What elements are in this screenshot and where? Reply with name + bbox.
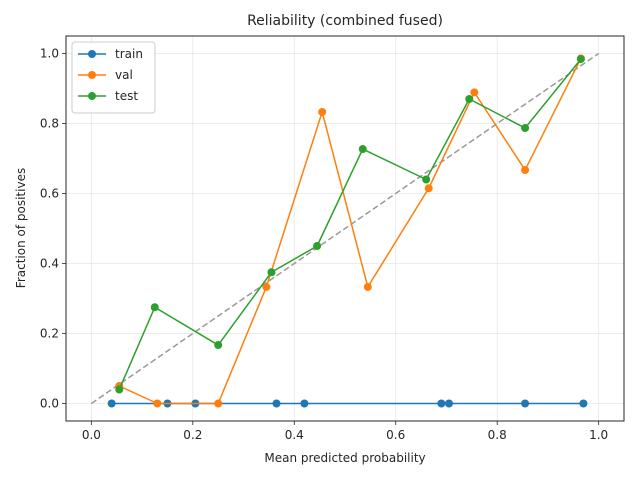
series-test-point-2 [214, 341, 223, 350]
reference-line [90, 52, 600, 405]
series-train-point-4 [300, 399, 309, 408]
series-val-point-1 [153, 399, 162, 408]
legend: train val test [71, 41, 156, 114]
series-val-line [118, 58, 582, 405]
legend-label-val: val [115, 68, 133, 82]
series-test-point-6 [422, 175, 431, 184]
series-val-point-4 [318, 107, 327, 116]
x-tick-label-0: 0.0 [82, 428, 101, 442]
series-train-point-5 [437, 399, 446, 408]
series-train-point-6 [444, 399, 453, 408]
ticks: 0.0 0.2 0.4 0.6 0.8 1.0 0.0 0.2 0.4 0.6 0.8 1.0 [40, 47, 608, 443]
x-axis-label: Mean predicted probability [264, 451, 425, 465]
series-val-point-8 [521, 166, 530, 175]
series-val-point-2 [214, 399, 223, 408]
series-test-point-8 [521, 124, 530, 133]
plot-frame [65, 35, 625, 422]
series-train-point-3 [272, 399, 281, 408]
series-train-point-0 [107, 399, 116, 408]
series-val [115, 54, 585, 408]
series-test-point-7 [465, 95, 474, 103]
series-test-point-3 [267, 268, 276, 277]
perfect-calibration-line [90, 52, 600, 405]
legend-marker-test [88, 92, 96, 100]
legend-marker-train [88, 50, 96, 58]
series-test-point-4 [313, 242, 322, 250]
series-test-point-0 [115, 385, 124, 394]
y-tick-label-3: 0.6 [40, 187, 59, 201]
x-tick-label-1: 0.2 [183, 428, 202, 442]
y-tick-label-4: 0.8 [40, 117, 59, 131]
series-test-point-5 [358, 145, 367, 154]
series-layer [107, 54, 588, 408]
y-tick-label-2: 0.4 [40, 257, 59, 271]
series-test-line [118, 58, 582, 390]
series-val-point-7 [470, 88, 479, 97]
series-val-point-5 [363, 282, 372, 291]
y-tick-label-1: 0.2 [40, 327, 59, 341]
series-test-point-1 [150, 303, 159, 312]
series-val-point-3 [262, 282, 271, 291]
series-train-point-7 [521, 399, 530, 408]
x-tick-label-5: 1.0 [589, 428, 608, 442]
legend-label-test: test [115, 89, 138, 103]
x-tick-label-3: 0.6 [386, 428, 405, 442]
series-train-point-8 [579, 399, 588, 408]
legend-label-train: train [115, 47, 143, 61]
series-val-point-6 [424, 184, 433, 193]
chart-title: Reliability (combined fused) [247, 13, 443, 29]
x-tick-label-4: 0.8 [488, 428, 507, 442]
grid [66, 36, 624, 421]
y-axis-label: Fraction of positives [14, 168, 28, 288]
y-tick-label-5: 1.0 [40, 47, 59, 61]
series-test-point-9 [576, 55, 585, 64]
x-tick-label-2: 0.4 [285, 428, 304, 442]
y-tick-label-0: 0.0 [40, 397, 59, 411]
series-test [115, 55, 585, 394]
legend-marker-val [88, 71, 96, 79]
